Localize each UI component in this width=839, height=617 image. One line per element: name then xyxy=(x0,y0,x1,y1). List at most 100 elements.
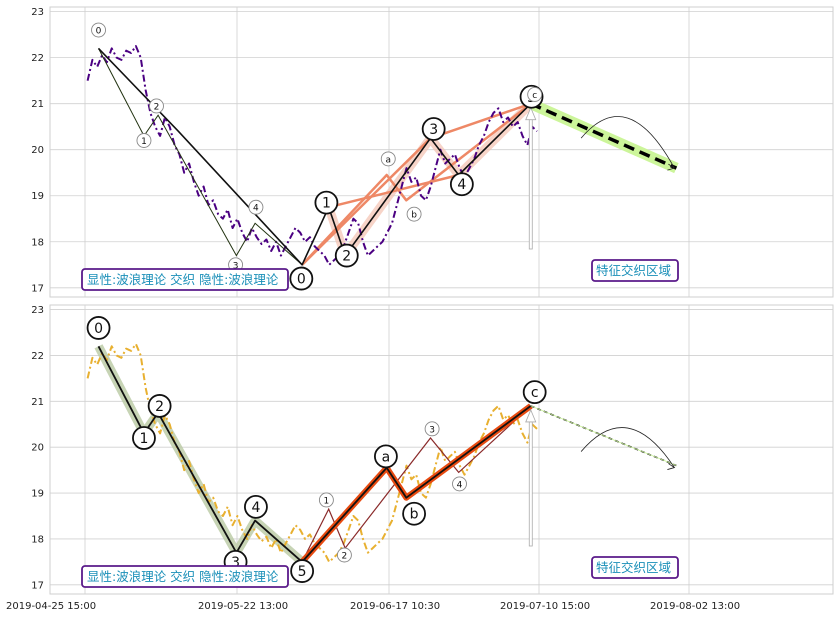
projection-arrow-head xyxy=(667,463,676,470)
wave-label-circle xyxy=(527,87,543,102)
wave-label-0: 0 xyxy=(91,22,106,38)
wave-label-2: 2 xyxy=(336,547,352,563)
wave-label-text: 3 xyxy=(429,425,435,435)
wave-label-text: 0 xyxy=(94,321,103,337)
wave-label-text: 1 xyxy=(324,496,330,506)
x-tick-label: 2019-08-02 13:00 xyxy=(650,601,740,612)
wave-label-circle xyxy=(424,421,440,437)
wave-label-text: 3 xyxy=(231,555,240,571)
explicit-implicit-box xyxy=(81,268,289,291)
wave-label-text: 2 xyxy=(342,552,348,562)
wave-label-circle xyxy=(244,494,268,519)
key-area-marker-head xyxy=(525,106,537,121)
feature-area-box xyxy=(591,259,679,282)
wave-label-4: 4 xyxy=(244,494,268,519)
wave-label-b: b xyxy=(402,501,426,526)
wave-label-4: 4 xyxy=(449,172,474,197)
projection-arrow-head xyxy=(667,163,676,171)
wave-label-text: a xyxy=(385,155,391,165)
wave-label-text: 4 xyxy=(457,480,463,490)
wave-label-5: 5 xyxy=(290,559,315,583)
wave-label-circle xyxy=(421,117,446,141)
key-area-marker xyxy=(528,419,533,547)
wave-label-c: c xyxy=(527,87,543,102)
y-tick-label: 23 xyxy=(31,7,44,18)
wave-label-text: 3 xyxy=(429,122,438,138)
wave-label-circle xyxy=(449,172,474,197)
wave-label-0: 0 xyxy=(289,266,314,291)
wave-label-4: 4 xyxy=(248,199,264,215)
projection-line xyxy=(530,102,678,170)
wave-label-1: 1 xyxy=(136,133,152,148)
y-tick-label: 18 xyxy=(31,237,44,248)
wave-label-circle xyxy=(380,151,396,167)
feature-area-label: 特征交织区域 xyxy=(596,263,671,278)
wave-label-circle xyxy=(86,316,111,340)
wave-label-text: 1 xyxy=(322,196,331,212)
wave-label-circle xyxy=(334,243,359,268)
y-tick-label: 18 xyxy=(31,534,44,545)
wave-channel-line xyxy=(301,102,532,266)
wave-label-circle xyxy=(147,394,172,418)
wave-label-text: 4 xyxy=(253,204,259,214)
feature-area-box xyxy=(591,556,679,579)
wave-label-text: 1 xyxy=(139,431,148,447)
wave-label-text: b xyxy=(410,507,419,523)
wave-label-3: 3 xyxy=(424,421,440,437)
wave-label-text: 2 xyxy=(342,249,351,265)
wave-label-text: c xyxy=(532,91,537,101)
x-tick-label: 2019-05-22 13:00 xyxy=(198,601,288,612)
primary-wave-line xyxy=(97,47,532,266)
explicit-implicit-label: 显性:波浪理论 交织 隐性:波浪理论 xyxy=(87,272,279,287)
secondary-wave-line xyxy=(301,405,532,563)
wave-label-circle xyxy=(91,22,106,38)
wave-label-1: 1 xyxy=(314,190,339,215)
wave-label-text: a xyxy=(382,449,391,465)
y-tick-label: 21 xyxy=(31,397,44,408)
wave-label-circle xyxy=(374,444,398,469)
wave-label-2: 2 xyxy=(334,243,359,268)
y-tick-label: 22 xyxy=(31,351,44,362)
y-tick-label: 23 xyxy=(31,305,44,316)
feature-area-label: 特征交织区域 xyxy=(596,560,671,575)
wave-label-3: 3 xyxy=(421,117,446,141)
wave-label-circle xyxy=(402,501,426,526)
y-tick-label: 22 xyxy=(31,53,44,64)
wave-label-circle xyxy=(289,266,314,291)
price-series-line xyxy=(86,343,538,563)
primary-wave-line xyxy=(97,345,532,563)
key-area-marker xyxy=(528,117,533,250)
y-tick-label: 17 xyxy=(31,283,44,294)
explicit-implicit-label: 显性:波浪理论 交织 隐性:波浪理论 xyxy=(87,569,279,584)
wave-label-text: 4 xyxy=(457,177,466,193)
wave-label-text: 3 xyxy=(233,261,239,271)
wave-label-1: 1 xyxy=(132,426,156,450)
wave-label-circle xyxy=(336,547,352,563)
wave-label-circle xyxy=(136,133,152,148)
wave-label-b: b xyxy=(406,206,422,222)
chart-panel-1: 17181920212223012345012345cab显性:波浪理论 交织 … xyxy=(31,6,834,298)
wave-label-text: 5 xyxy=(298,564,307,580)
wave-label-1: 1 xyxy=(318,492,334,508)
wave-label-2: 2 xyxy=(149,98,164,114)
wave-label-circle xyxy=(318,492,334,508)
wave-channel-line xyxy=(328,173,460,209)
wave-label-4: 4 xyxy=(452,476,467,492)
wave-label-circle xyxy=(290,559,315,583)
y-tick-label: 20 xyxy=(31,443,44,454)
wave-label-text: 2 xyxy=(155,399,164,415)
wave-label-circle xyxy=(149,98,164,114)
wave-label-text: c xyxy=(531,385,539,401)
y-tick-label: 17 xyxy=(31,580,44,591)
wave-label-0: 0 xyxy=(86,316,111,340)
y-tick-label: 21 xyxy=(31,99,44,110)
wave-label-circle xyxy=(522,380,547,405)
wave-label-circle xyxy=(314,190,339,215)
x-tick-label: 2019-04-25 15:00 xyxy=(6,601,96,612)
wave-label-circle xyxy=(452,476,467,492)
wave-label-circle xyxy=(132,426,156,450)
projection-highlight xyxy=(530,405,677,466)
y-tick-label: 20 xyxy=(31,145,44,156)
wave-label-a: a xyxy=(380,151,396,167)
